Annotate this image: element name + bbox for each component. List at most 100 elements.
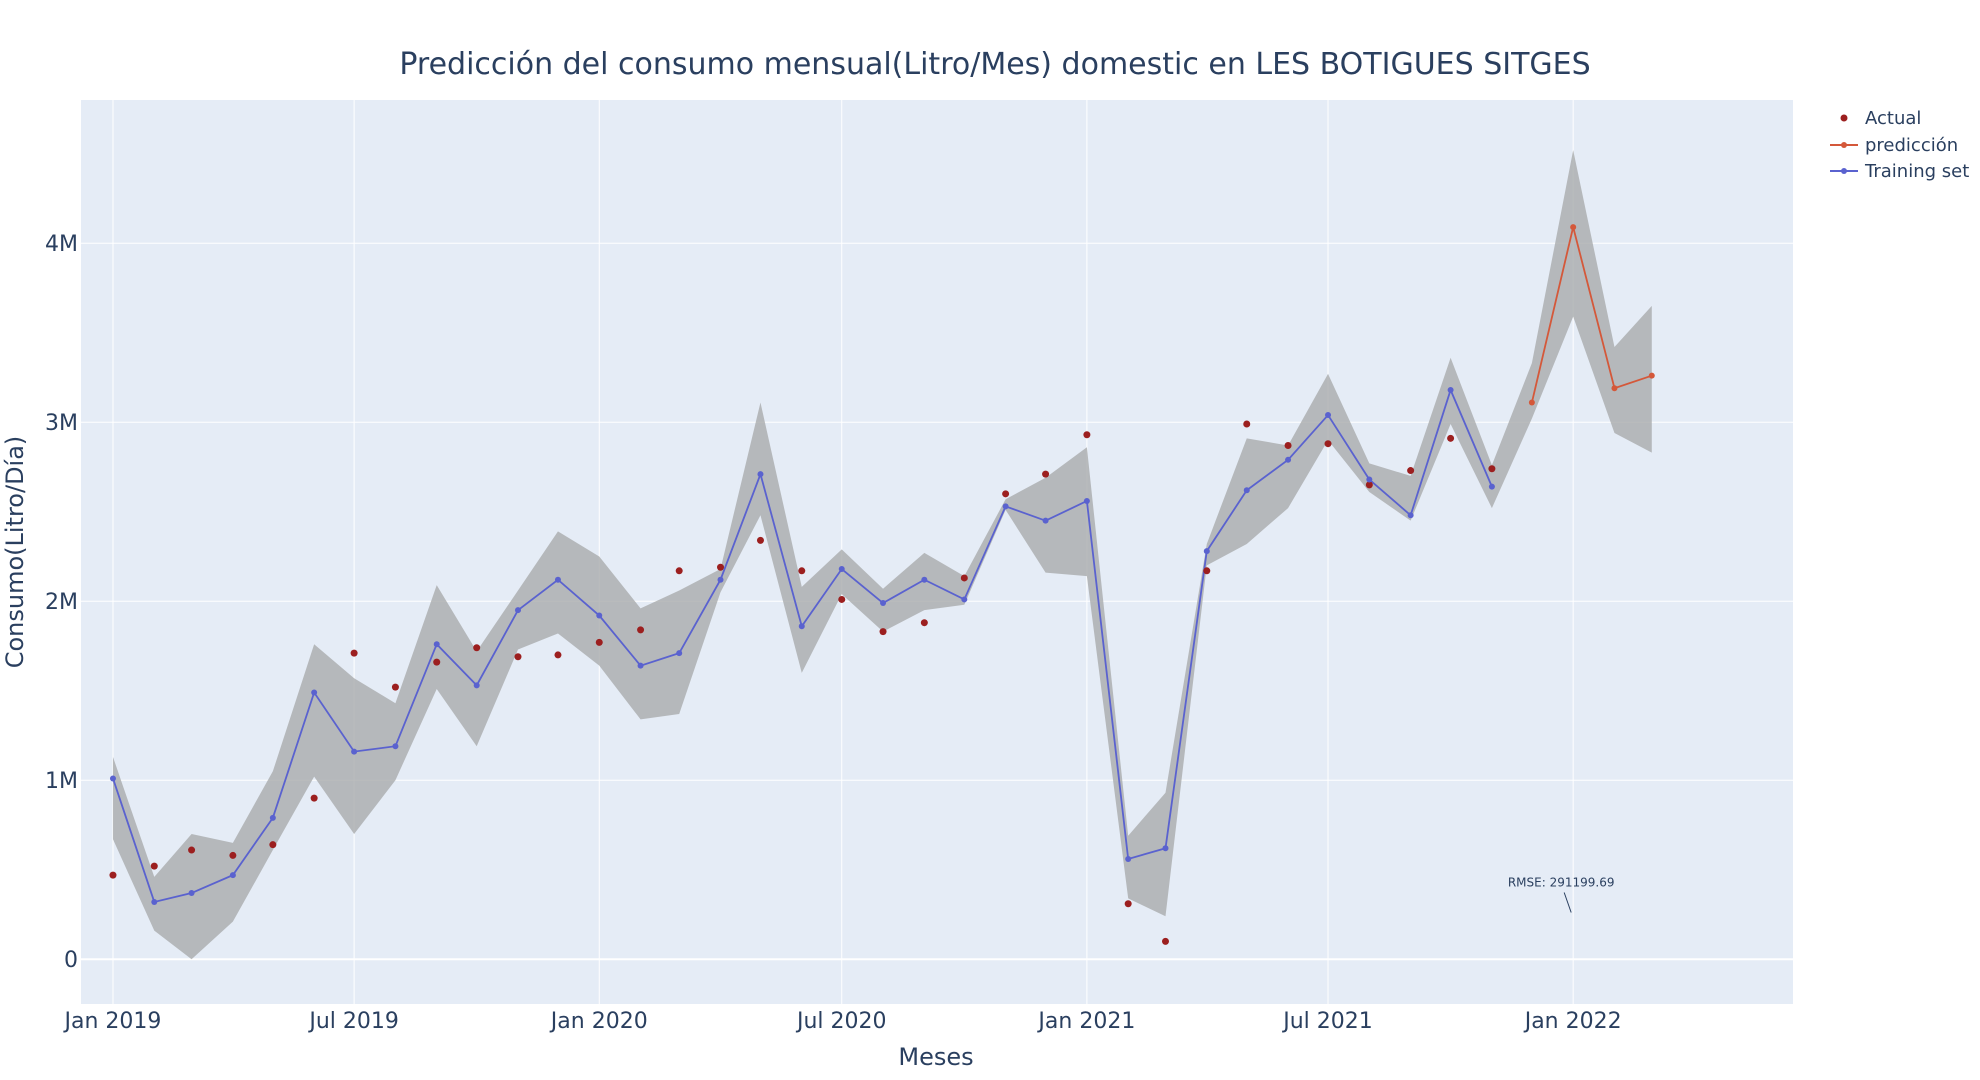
data-point-actual [310, 794, 318, 802]
y-tick-label: 1M [45, 769, 78, 794]
data-point-training-set [838, 566, 845, 573]
y-tick-label: 4M [45, 232, 78, 257]
legend-item-actual[interactable]: Actual [1840, 108, 1922, 129]
data-point-training-set [109, 775, 116, 782]
data-point-actual [1243, 420, 1251, 428]
plot-background [81, 100, 1793, 1004]
y-axis-ticks: 0 1M 2M 3M 4M [45, 232, 78, 973]
data-point-training-set [1125, 856, 1132, 863]
data-point-training-set [1447, 386, 1454, 393]
data-point-actual [1161, 937, 1169, 945]
series-points [109, 224, 1655, 945]
data-point-actual [960, 574, 968, 582]
data-point-training-set [921, 576, 928, 583]
data-point-training-set [676, 650, 683, 657]
data-point-actual [879, 628, 887, 636]
data-point-training-set [151, 898, 158, 905]
data-point-actual [391, 683, 399, 691]
data-point-training-set [880, 600, 887, 607]
data-point-training-set [229, 872, 236, 879]
data-point-training-set [961, 596, 968, 603]
data-point-actual [1042, 470, 1050, 478]
legend-item-training-set[interactable]: Training set [1830, 161, 1969, 182]
data-point-actual [554, 651, 562, 659]
data-point-actual [1083, 431, 1091, 439]
chart-title: Predicción del consumo mensual(Litro/Mes… [399, 47, 1590, 82]
data-point-training-set [1285, 456, 1292, 463]
legend-marker-training-set [1841, 168, 1847, 174]
data-point-training-set [637, 662, 644, 669]
data-point-actual [595, 638, 603, 646]
data-point-actual [109, 871, 117, 879]
data-point-actual [1407, 467, 1415, 475]
data-point-prediccion [1648, 372, 1655, 379]
data-point-training-set [392, 743, 399, 750]
data-point-actual [1203, 567, 1211, 575]
data-point-actual [514, 653, 522, 661]
x-tick-label: Jan 2022 [1523, 1009, 1622, 1034]
series-line-prediccion [1530, 226, 1653, 403]
x-axis-title: Meses [898, 1043, 973, 1071]
x-tick-label: Jan 2019 [63, 1009, 162, 1034]
rmse-annotation: RMSE: 291199.69 [1508, 875, 1615, 913]
data-point-prediccion [1570, 224, 1577, 231]
data-point-training-set [1325, 412, 1332, 419]
data-point-actual [920, 619, 928, 627]
data-point-actual [838, 595, 846, 603]
data-point-actual [637, 626, 645, 634]
data-point-training-set [1002, 503, 1009, 510]
data-point-training-set [717, 576, 724, 583]
data-point-actual [433, 658, 441, 666]
x-tick-label: Jan 2020 [549, 1009, 648, 1034]
legend-label-prediccion: predicción [1865, 135, 1958, 156]
data-point-actual [150, 862, 158, 870]
data-point-training-set [351, 748, 358, 755]
data-point-training-set [1203, 548, 1210, 555]
data-point-actual [798, 567, 806, 575]
data-point-training-set [1042, 517, 1049, 524]
y-tick-label: 0 [64, 948, 78, 973]
data-point-training-set [757, 471, 764, 478]
data-point-actual [188, 846, 196, 854]
data-point-training-set [1243, 487, 1250, 494]
data-point-training-set [433, 641, 440, 648]
y-axis-title: Consumo(Litro/Día) [1, 436, 29, 669]
data-point-training-set [596, 612, 603, 619]
data-point-training-set [473, 682, 480, 689]
data-point-actual [1124, 900, 1132, 908]
data-point-training-set [1488, 483, 1495, 490]
data-point-prediccion [1611, 385, 1618, 392]
y-tick-label: 2M [45, 590, 78, 615]
data-point-training-set [798, 623, 805, 630]
legend-label-training-set: Training set [1864, 161, 1969, 182]
data-point-training-set [554, 576, 561, 583]
data-point-actual [473, 644, 481, 652]
data-point-training-set [311, 689, 318, 696]
data-point-actual [1002, 490, 1010, 498]
legend[interactable]: Actual predicción Training set [1830, 108, 1969, 182]
x-tick-label: Jan 2021 [1036, 1009, 1135, 1034]
y-tick-label: 3M [45, 411, 78, 436]
rmse-annotation-text: RMSE: 291199.69 [1508, 875, 1615, 889]
x-tick-label: Jul 2021 [1281, 1009, 1373, 1034]
data-point-training-set [1407, 512, 1414, 519]
data-point-actual [1284, 441, 1292, 449]
data-point-actual [756, 536, 764, 544]
x-tick-label: Jul 2020 [795, 1009, 887, 1034]
data-point-training-set [269, 814, 276, 821]
data-point-training-set [1083, 497, 1090, 504]
legend-label-actual: Actual [1865, 108, 1921, 129]
data-point-actual [1447, 434, 1455, 442]
data-point-actual [717, 563, 725, 571]
data-point-actual [269, 841, 277, 849]
data-point-actual [350, 649, 358, 657]
data-point-actual [675, 567, 683, 575]
data-point-actual [1488, 465, 1496, 473]
legend-item-prediccion[interactable]: predicción [1830, 135, 1958, 156]
data-point-training-set [1366, 476, 1373, 483]
legend-marker-prediccion [1841, 142, 1847, 148]
data-point-actual [1365, 481, 1373, 489]
x-axis-ticks: Jan 2019 Jul 2019 Jan 2020 Jul 2020 Jan 2021… [63, 1009, 1622, 1034]
data-point-training-set [188, 890, 195, 897]
